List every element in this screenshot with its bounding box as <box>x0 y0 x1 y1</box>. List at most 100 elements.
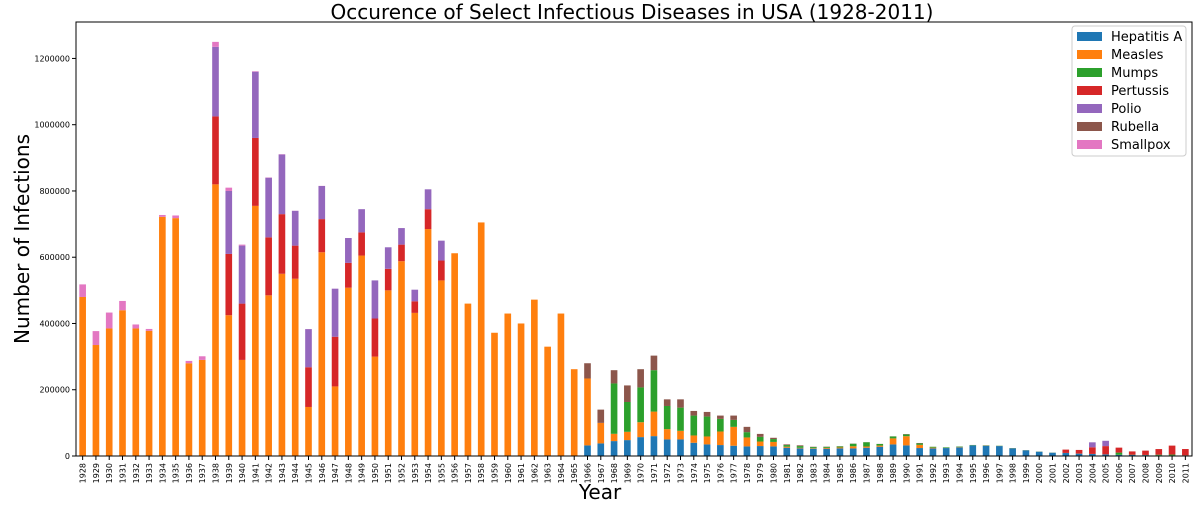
x-tick-label: 1972 <box>663 463 672 483</box>
bar-rubella-1967 <box>597 409 605 423</box>
bar-pertussis-2011 <box>1182 449 1189 456</box>
x-tick-label: 1966 <box>584 463 593 483</box>
x-tick-label: 2000 <box>1035 463 1044 483</box>
y-tick-label: 1200000 <box>34 54 70 63</box>
x-tick-label: 1950 <box>371 463 380 483</box>
bar-smallpox-1928 <box>79 284 86 297</box>
bar-polio-2004 <box>1089 442 1096 448</box>
bar-hepatitis-a-1984 <box>823 448 830 456</box>
bar-polio-1944 <box>291 210 299 246</box>
bar-measles-1933 <box>145 330 153 456</box>
bar-hepatitis-a-1969 <box>624 440 631 456</box>
bar-rubella-1970 <box>637 369 644 388</box>
x-tick-label: 2003 <box>1075 463 1084 483</box>
x-tick-label: 1979 <box>756 463 765 483</box>
bar-measles-1934 <box>159 216 166 456</box>
x-tick-label: 1994 <box>956 463 965 483</box>
bar-mumps-1971 <box>650 370 658 412</box>
bar-measles-1938 <box>212 184 219 456</box>
bar-hepatitis-a-1980 <box>770 446 777 456</box>
x-tick-label: 1981 <box>783 463 792 483</box>
x-tick-label: 1952 <box>398 463 407 483</box>
y-axis-label: Number of Infections <box>10 134 34 344</box>
bar-hepatitis-a-1990 <box>903 445 910 456</box>
bar-pertussis-1941 <box>252 137 259 206</box>
bar-hepatitis-a-1995 <box>969 445 977 456</box>
bar-mumps-1982 <box>796 446 804 448</box>
x-tick-label: 1941 <box>251 463 260 483</box>
x-tick-label: 2004 <box>1088 463 1097 483</box>
bar-polio-1938 <box>212 46 219 117</box>
bar-pertussis-1950 <box>371 318 379 357</box>
bar-mumps-1994 <box>956 446 963 448</box>
bar-hepatitis-a-2003 <box>1075 453 1083 456</box>
bar-hepatitis-a-1971 <box>650 436 658 456</box>
bar-measles-1939 <box>225 315 233 456</box>
bar-measles-1957 <box>464 303 472 456</box>
bar-measles-1985 <box>836 447 844 449</box>
legend-swatch <box>1077 86 1102 95</box>
x-tick-label: 1938 <box>212 463 221 483</box>
x-tick-label: 1975 <box>703 463 712 483</box>
bar-measles-1942 <box>265 295 272 456</box>
x-tick-label: 1990 <box>902 463 911 483</box>
bar-measles-1992 <box>929 447 937 449</box>
bar-rubella-1974 <box>690 410 698 416</box>
bar-pertussis-2010 <box>1168 445 1176 455</box>
bar-measles-1967 <box>597 422 605 444</box>
bar-measles-1980 <box>770 441 777 447</box>
bar-hepatitis-a-1981 <box>783 447 791 456</box>
bar-measles-1988 <box>876 445 884 447</box>
bar-rubella-1969 <box>624 385 631 402</box>
bar-hepatitis-a-1988 <box>876 446 884 456</box>
x-tick-label: 1984 <box>823 463 832 483</box>
x-tick-label: 1995 <box>969 463 978 483</box>
bar-measles-1975 <box>703 436 711 445</box>
bar-measles-1946 <box>318 252 326 456</box>
x-tick-label: 1931 <box>119 463 128 483</box>
bar-smallpox-1937 <box>198 356 206 360</box>
x-tick-label: 1962 <box>530 463 539 483</box>
x-tick-label: 1943 <box>278 463 287 483</box>
bar-polio-1954 <box>424 189 432 210</box>
y-axis: 0 200000 400000 600000 800000 1000000 1200000 <box>34 54 76 461</box>
bar-measles-1954 <box>424 229 432 456</box>
x-tick-label: 1933 <box>145 463 154 483</box>
legend-label: Mumps <box>1111 66 1158 81</box>
bar-polio-1947 <box>331 288 339 337</box>
bar-hepatitis-a-2000 <box>1035 451 1043 456</box>
x-tick-label: 1936 <box>185 463 194 483</box>
bar-hepatitis-a-1976 <box>717 445 724 456</box>
x-tick-label: 1977 <box>730 463 739 483</box>
bar-measles-1952 <box>398 261 405 456</box>
bar-measles-1986 <box>849 446 857 449</box>
bar-measles-1968 <box>610 433 618 442</box>
bar-hepatitis-a-2005 <box>1102 454 1109 456</box>
bar-measles-1944 <box>291 278 299 456</box>
bar-measles-1989 <box>889 438 897 445</box>
bar-measles-1951 <box>384 290 392 456</box>
bar-polio-1943 <box>278 154 286 215</box>
bar-hepatitis-a-1998 <box>1009 448 1016 456</box>
bar-measles-1974 <box>690 435 698 443</box>
bar-measles-1949 <box>358 255 365 456</box>
bar-mumps-1978 <box>743 432 751 438</box>
x-tick-label: 1961 <box>517 463 526 483</box>
bar-polio-1951 <box>384 247 392 269</box>
bar-hepatitis-a-1983 <box>810 448 817 456</box>
bar-mumps-2009 <box>1155 454 1163 456</box>
bar-pertussis-2004 <box>1089 447 1096 454</box>
bar-measles-1962 <box>531 299 538 456</box>
bar-mumps-1976 <box>717 418 724 432</box>
bar-measles-1953 <box>411 312 419 456</box>
bar-measles-1931 <box>119 310 126 456</box>
x-tick-label: 1960 <box>504 463 513 483</box>
x-tick-label: 1953 <box>411 463 420 483</box>
legend-swatch <box>1077 32 1102 41</box>
bar-polio-1941 <box>252 71 259 138</box>
x-tick-label: 1940 <box>238 463 247 483</box>
bar-pertussis-1944 <box>291 245 299 279</box>
x-tick-label: 1947 <box>331 463 340 483</box>
bar-measles-1948 <box>345 287 352 456</box>
bar-hepatitis-a-1973 <box>677 439 684 456</box>
